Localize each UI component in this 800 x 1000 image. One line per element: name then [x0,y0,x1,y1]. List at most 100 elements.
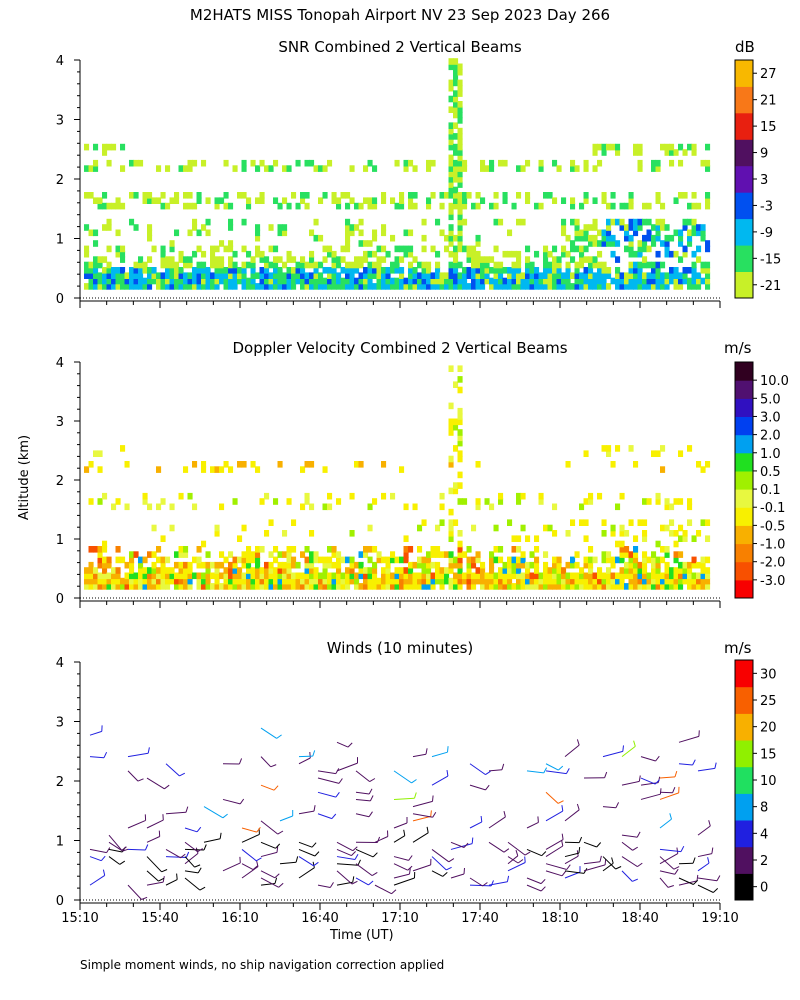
heatmap-cell [498,218,504,226]
heatmap-cell [354,261,360,269]
heatmap-cell [597,267,603,274]
heatmap-cell [502,159,508,167]
heatmap-cell [399,245,405,253]
heatmap-cell [133,272,139,279]
heatmap-cell [592,577,598,585]
heatmap-cell [457,176,463,183]
heatmap-cell [408,261,414,269]
heatmap-cell [169,572,175,580]
heatmap-cell [178,267,184,274]
winds-colorbar-unit: m/s [724,639,752,657]
colorbar-swatch [735,139,753,167]
heatmap-cell [664,234,670,242]
heatmap-cell [592,197,598,204]
heatmap-cell [457,106,463,113]
heatmap-cell [448,106,454,113]
wind-barb-flag [347,742,353,748]
heatmap-cell [646,577,652,585]
heatmap-cell [336,567,342,574]
heatmap-cell [345,577,351,585]
heatmap-cell [318,234,324,242]
wind-barb [621,841,633,851]
heatmap-cell [583,224,589,231]
heatmap-cell [538,577,544,585]
heatmap-cell [192,272,198,279]
x-tick-label: 15:10 [61,911,98,926]
wind-barb-flag [692,759,696,766]
heatmap-cell [403,277,409,285]
heatmap-cell [349,165,355,172]
heatmap-cell [556,577,562,585]
heatmap-cell [259,583,265,590]
heatmap-cell [678,159,684,167]
heatmap-cell [381,492,387,500]
wind-barb [412,832,429,843]
wind-barb-flag [185,851,190,858]
heatmap-cell [174,283,180,290]
wind-barb [241,863,254,871]
heatmap-cell [327,159,333,167]
heatmap-cell [489,561,495,569]
heatmap-cell [142,267,148,274]
heatmap-cell [493,283,499,290]
heatmap-cell [84,572,90,580]
heatmap-cell [246,202,252,210]
wind-barb [564,744,580,757]
wind-barb-flag [309,751,311,759]
heatmap-cell [264,165,270,172]
heatmap-cell [601,530,607,537]
wind-barb-flag [596,842,602,848]
heatmap-cell [660,445,666,452]
heatmap-cell [322,577,328,585]
wind-barb-flag [442,872,448,877]
heatmap-cell [457,63,463,71]
heatmap-cell [255,577,261,585]
heatmap-cell [277,272,283,279]
heatmap-cell [115,498,121,505]
heatmap-cell [457,376,463,383]
wind-barb [602,856,616,870]
heatmap-cell [466,272,472,279]
heatmap-cell [160,283,166,290]
heatmap-cell [561,218,567,226]
wind-barb-flag [561,833,564,840]
heatmap-cell [169,567,175,574]
heatmap-cell [489,267,495,274]
heatmap-cell [421,234,427,242]
heatmap-cell [489,283,495,290]
wind-barb [526,884,542,892]
heatmap-cell [552,556,558,564]
heatmap-cell [408,572,414,580]
heatmap-cell [367,272,373,279]
heatmap-cell [439,583,445,590]
heatmap-cell [196,192,202,199]
heatmap-cell [543,577,549,585]
heatmap-cell [255,272,261,279]
heatmap-cell [493,267,499,274]
wind-barb [678,862,694,865]
x-tick-label: 16:10 [221,911,258,926]
wind-barb [469,763,486,776]
heatmap-cell [376,283,382,290]
colorbar-swatch [735,60,753,87]
colorbar-label: -3.0 [760,574,785,589]
heatmap-cell [498,546,504,553]
heatmap-cell [669,530,675,537]
heatmap-cell [516,283,522,290]
heatmap-cell [223,572,229,580]
heatmap-cell [696,229,702,237]
heatmap-cell [300,197,306,204]
heatmap-cell [696,283,702,290]
heatmap-cell [412,577,418,585]
wind-barb-flag [276,846,279,853]
heatmap-cell [538,583,544,590]
heatmap-cell [615,267,621,274]
heatmap-cell [187,492,193,500]
wind-barb-flag [565,768,570,774]
heatmap-cell [349,577,355,585]
heatmap-cell [232,250,238,258]
heatmap-cell [183,551,189,558]
wind-barb [279,815,293,822]
wind-barb [184,853,199,865]
heatmap-cell [565,583,571,590]
